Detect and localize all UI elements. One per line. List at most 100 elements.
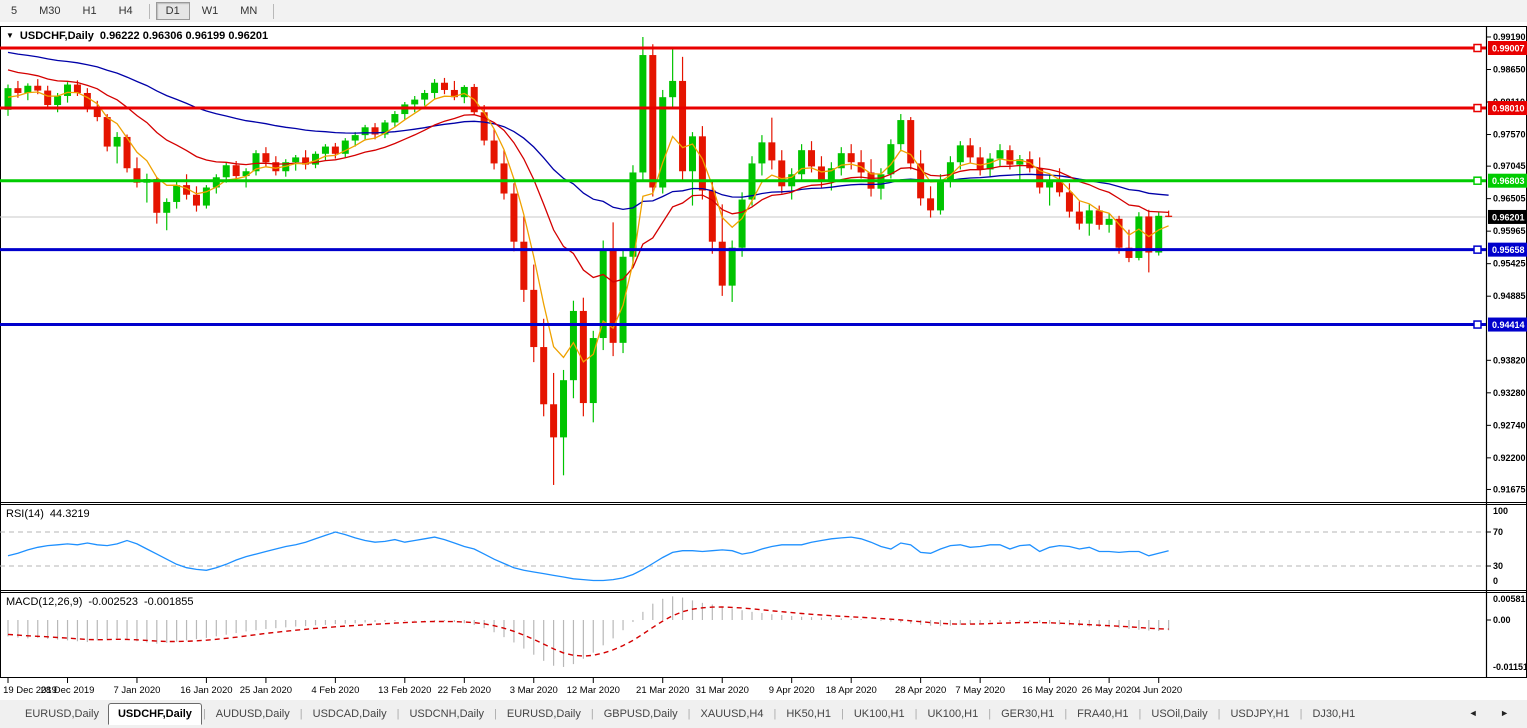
macd-pane	[7, 596, 1170, 667]
price-tick-label: 0.93820	[1493, 355, 1526, 365]
rsi-scale-label: 0	[1493, 576, 1498, 586]
mid-ma-line[interactable]	[7, 69, 1169, 283]
chart-tab-usdcnh-daily[interactable]: USDCNH,Daily	[409, 708, 485, 720]
date-tick-label: 7 Jan 2020	[113, 685, 160, 696]
date-tick-label: 21 Mar 2020	[636, 685, 689, 696]
date-tick-label: 3 Mar 2020	[510, 685, 558, 696]
chart-tab-usdcad-daily[interactable]: USDCAD,Daily	[312, 708, 387, 720]
chart-tab-uk100-h1[interactable]: UK100,H1	[927, 708, 979, 720]
timeframe-button-h4[interactable]: H4	[118, 5, 133, 17]
chart-window: 19 Dec 2019 28 Dec 2019 7 Jan 2020 16 Jan 2…	[0, 26, 1527, 700]
date-tick-label: 22 Feb 2020	[438, 685, 491, 696]
chart-tab-xauusd-h4[interactable]: XAUUSD,H4	[700, 708, 764, 720]
current-price-label-bg	[1488, 209, 1527, 224]
hline-handle-0.98010[interactable]	[1473, 103, 1482, 113]
price-tick-label: 0.92200	[1493, 453, 1526, 463]
main-plot-area[interactable]	[0, 26, 1486, 502]
macd-scale-label: -0.011515	[1493, 662, 1527, 672]
rsi-indicator-name: RSI(14)	[6, 508, 44, 520]
macd-signal-value: -0.001855	[143, 596, 194, 608]
hline-handle-0.95658[interactable]	[1473, 245, 1482, 254]
rsi-indicator-value: 44.3219	[49, 508, 90, 520]
rsi-scale-label: 30	[1493, 561, 1503, 571]
macd-indicator-value: -0.002523	[88, 596, 138, 608]
hline-price-label-0.94414: 0.94414	[1492, 320, 1525, 330]
chart-tab-hk50-h1[interactable]: HK50,H1	[786, 708, 831, 720]
hline-handle-0.96803[interactable]	[1473, 176, 1482, 185]
date-tick-label: 18 Apr 2020	[826, 685, 877, 696]
date-tick-label: 28 Apr 2020	[895, 685, 946, 696]
chart-tab-usdchf-daily[interactable]: USDCHF,Daily	[107, 703, 202, 725]
fast-ma-line[interactable]	[7, 91, 1169, 363]
hline-price-label-0.98010: 0.98010	[1492, 104, 1525, 114]
chart-tab-gbpusd-daily[interactable]: GBPUSD,Daily	[603, 708, 678, 720]
timeframe-button-h1[interactable]: H1	[82, 5, 97, 17]
tab-separator: |	[494, 708, 497, 720]
hline-price-label-0.96803: 0.96803	[1492, 176, 1525, 186]
tab-separator: |	[988, 708, 992, 720]
chart-tab-eurusd-daily[interactable]: EURUSD,Daily	[506, 708, 581, 720]
toolbar-gap	[0, 22, 1527, 26]
macd-scale-label: 0.00	[1493, 615, 1511, 625]
price-tick-label: 0.96505	[1493, 194, 1526, 204]
hline-handle-0.99007[interactable]	[1473, 43, 1482, 53]
chart-tab-uk100-h1[interactable]: UK100,H1	[853, 708, 905, 720]
price-tick-label: 0.95965	[1493, 226, 1526, 236]
date-tick-label: 31 Mar 2020	[696, 685, 749, 696]
chart-tab-usdjpy-h1[interactable]: USDJPY,H1	[1230, 708, 1290, 720]
tab-separator: |	[1299, 708, 1303, 720]
date-tick-label: 16 Jan 2020	[180, 685, 232, 696]
timeframe-button-m30[interactable]: M30	[39, 5, 61, 17]
chart-symbol-label: USDCHF,Daily	[19, 30, 94, 42]
date-tick-label: 16 May 2020	[1022, 685, 1077, 696]
timeframe-button-5[interactable]: 5	[11, 5, 18, 17]
price-tick-label: 0.93280	[1493, 388, 1526, 398]
rsi-line	[7, 531, 1169, 582]
macd-plot-area[interactable]	[0, 593, 1486, 677]
rsi-plot-area[interactable]	[0, 505, 1486, 592]
tab-separator: |	[841, 708, 844, 720]
chart-tab-fra40-h1[interactable]: FRA40,H1	[1077, 708, 1129, 720]
date-tick-label: 9 Apr 2020	[769, 685, 815, 696]
chart-tab-audusd-daily[interactable]: AUDUSD,Daily	[215, 708, 290, 720]
chart-quote-values: 0.96222 0.96306 0.96199 0.96201	[99, 30, 269, 42]
chart-tab-bar: EURUSD,Daily USDCHF,Daily | AUDUSD,Daily | US…	[0, 700, 1527, 728]
hline-price-label-0.95658: 0.95658	[1492, 245, 1525, 255]
date-tick-label: 4 Jun 2020	[1135, 685, 1182, 696]
chart-collapse-icon[interactable]: ▼	[6, 30, 14, 40]
tab-separator: |	[914, 708, 918, 720]
price-tick-label: 0.97045	[1493, 161, 1526, 171]
price-axis[interactable]: 0.991900.986500.981100.975700.970450.965…	[1487, 32, 1527, 672]
tab-separator: |	[687, 708, 691, 720]
price-tick-label: 0.99190	[1493, 32, 1526, 42]
chart-tab-eurusd-daily[interactable]: EURUSD,Daily	[25, 708, 99, 720]
hline-price-label-0.96803-bg	[1488, 173, 1527, 188]
macd-label: MACD(12,26,9) -0.002523 -0.001855	[6, 596, 194, 608]
timeframe-button-d1[interactable]: D1	[155, 2, 190, 20]
price-tick-label: 0.91675	[1493, 484, 1526, 494]
timeframe-toolbar: 5 M30 H1 H4 D1 W1 MN	[0, 0, 1527, 23]
chart-tab-dj30-h1[interactable]: DJ30,H1	[1312, 708, 1356, 720]
date-tick-label: 19 Dec 2019	[3, 685, 57, 696]
date-tick-label: 13 Feb 2020	[378, 685, 431, 696]
macd-scale-label: 0.005818	[1493, 594, 1527, 604]
hline-price-label-0.94414-bg	[1488, 317, 1527, 332]
timeframe-button-mn[interactable]: MN	[240, 5, 258, 17]
macd-signal-line	[7, 606, 1169, 657]
hline-price-label-0.98010-bg	[1488, 101, 1527, 116]
rsi-scale-label: 70	[1493, 527, 1503, 537]
price-tick-label: 0.97570	[1493, 130, 1526, 140]
chart-tab-ger30-h1[interactable]: GER30,H1	[1001, 708, 1055, 720]
hline-handle-0.94414[interactable]	[1473, 320, 1482, 329]
tab-scroll-arrows[interactable]: ◄ ►	[1468, 708, 1519, 718]
main-pane	[0, 36, 1486, 485]
tab-separator: |	[396, 708, 400, 720]
macd-indicator-name: MACD(12,26,9)	[6, 596, 83, 608]
chart-tab-usoil-daily[interactable]: USOil,Daily	[1151, 708, 1208, 720]
tab-separator: |	[299, 708, 303, 720]
timeframe-button-w1[interactable]: W1	[201, 5, 219, 17]
price-tick-label: 0.94885	[1493, 291, 1526, 301]
